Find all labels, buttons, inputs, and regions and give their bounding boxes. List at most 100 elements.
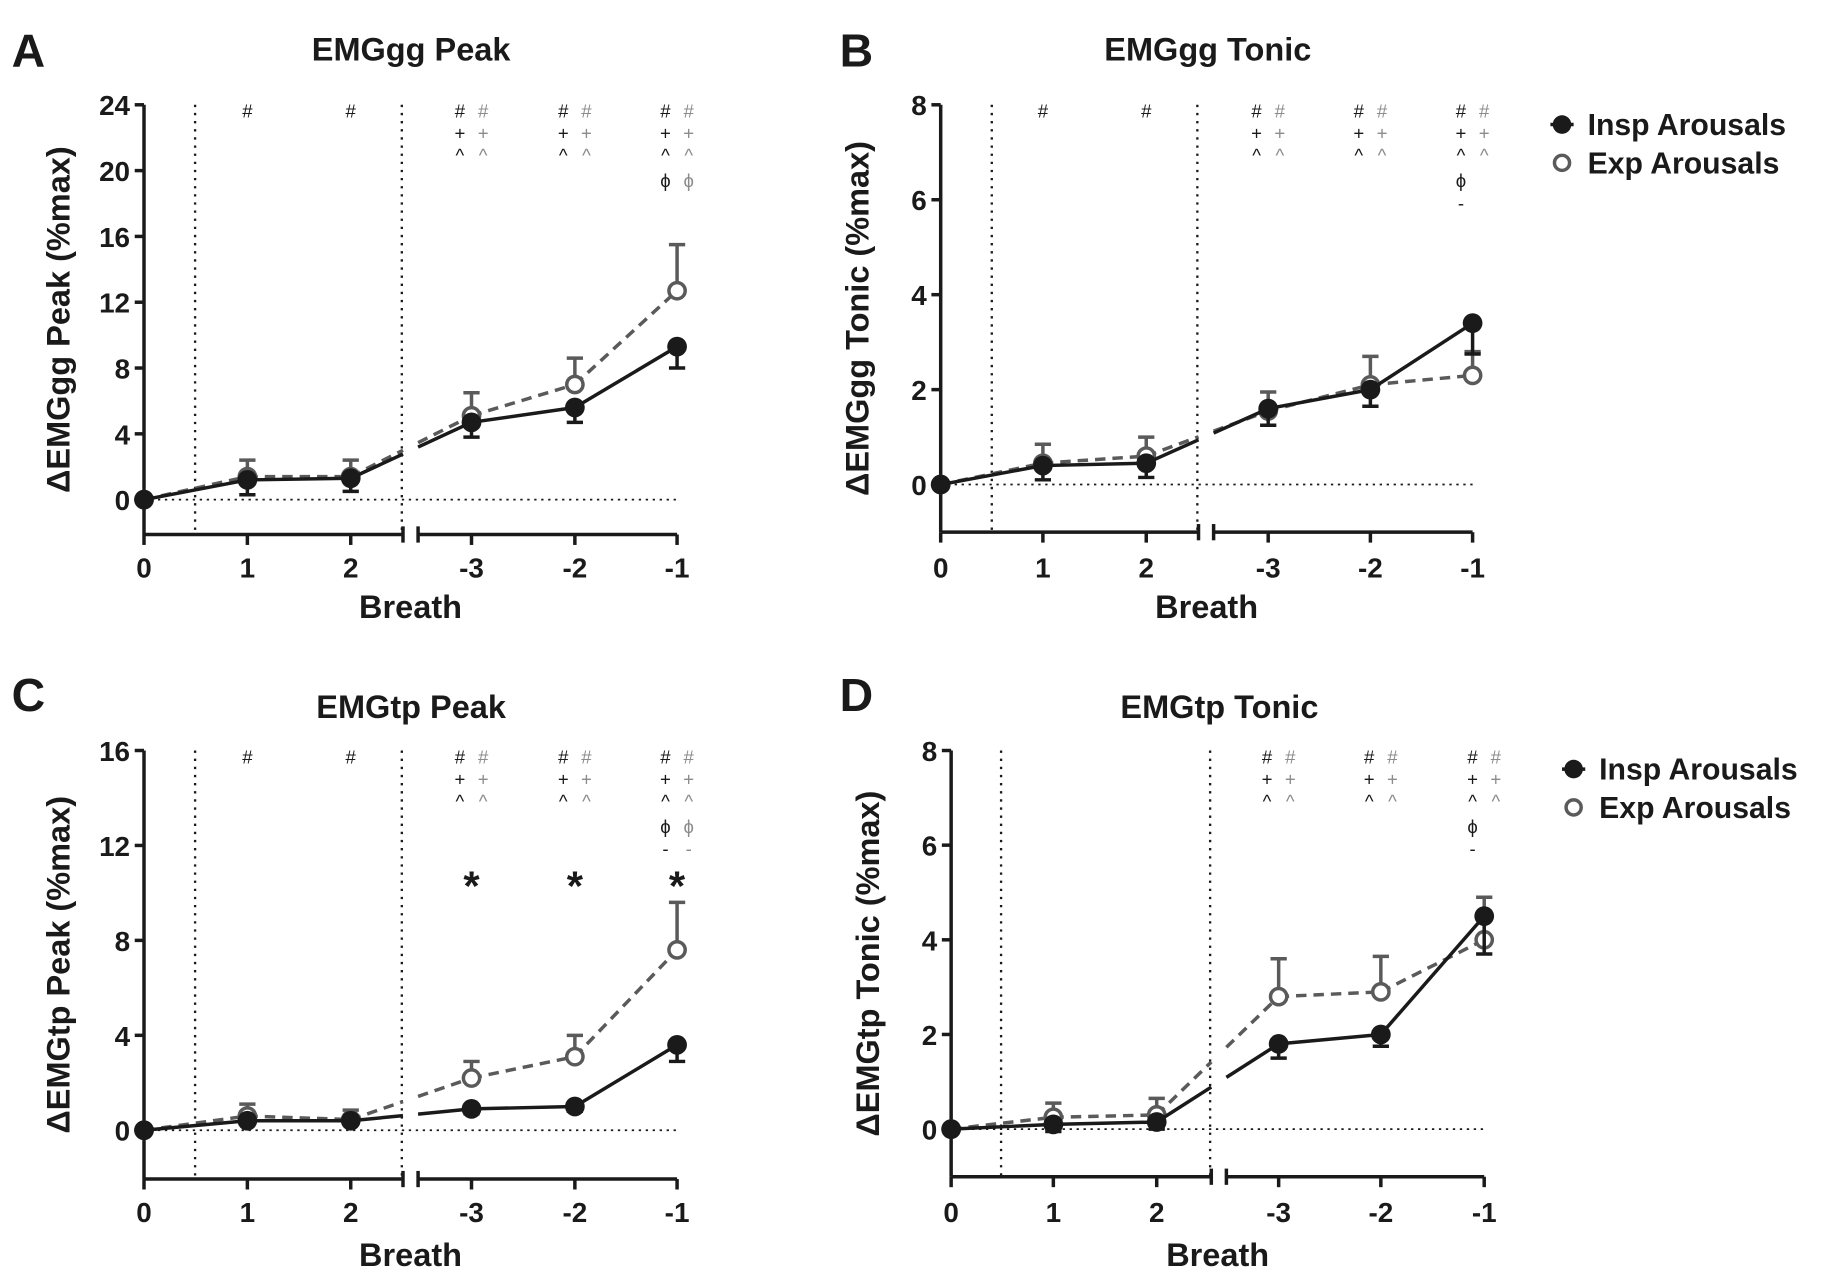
x-tick-label: -3 (1256, 552, 1281, 583)
significance-symbol-insp: # (242, 101, 253, 122)
significance-symbol-insp: # (455, 101, 466, 122)
significance-symbol-insp: # (660, 746, 671, 767)
x-tick-label: -2 (1368, 1197, 1393, 1228)
significance-symbol-exp: ^ (479, 790, 488, 811)
series-line-segment (951, 1122, 1054, 1131)
y-tick-label: 6 (911, 185, 927, 216)
significance-symbol-insp: ϕ (660, 816, 670, 837)
data-point-insp (1258, 398, 1279, 419)
significance-symbol-exp: + (683, 768, 694, 789)
series-line-segment (573, 1043, 678, 1109)
significance-symbol-exp: # (1275, 101, 1286, 122)
significance-symbol-insp: - (662, 838, 668, 859)
series-line-segment (1225, 1042, 1280, 1079)
series-line-segment (471, 382, 576, 418)
y-tick-label: 0 (911, 470, 927, 501)
significance-symbol-exp: # (684, 101, 695, 122)
significance-symbol-insp: # (660, 101, 671, 122)
x-tick-label: 1 (240, 1197, 256, 1228)
significance-symbol-insp: ^ (1354, 145, 1363, 166)
y-tick-label: 16 (99, 222, 130, 253)
data-point-insp (134, 1120, 154, 1141)
significance-symbol-exp: ^ (479, 145, 488, 166)
significance-symbol-insp: # (1141, 101, 1152, 122)
significance-symbol-exp: # (581, 101, 592, 122)
significance-symbol-exp: # (1285, 746, 1296, 767)
panel-letter: B (840, 24, 874, 76)
significance-symbol-exp: ^ (582, 145, 591, 166)
series-line-segment (1267, 387, 1371, 411)
data-point-insp (564, 397, 585, 418)
data-point-exp (1462, 365, 1483, 386)
significance-symbol-exp: + (1490, 768, 1501, 789)
series-exp-arousals (941, 895, 1495, 1139)
significance-symbol-exp: - (686, 838, 692, 859)
y-tick-label: 4 (911, 280, 927, 311)
x-axis-label: Breath (359, 589, 462, 625)
significance-symbol-exp: ϕ (683, 170, 693, 191)
data-point-insp (237, 470, 258, 490)
series-line-segment (940, 463, 1044, 487)
significance-symbol-exp: # (1387, 746, 1398, 767)
significance-symbol-insp: + (1467, 768, 1478, 789)
between-group-significance-star: * (463, 862, 480, 909)
series-line-segment (247, 476, 351, 482)
y-tick-label: 8 (115, 926, 131, 957)
significance-symbol-insp: # (1467, 746, 1478, 767)
data-point-insp (340, 468, 361, 489)
significance-symbol-exp: ^ (684, 145, 693, 166)
significance-symbol-insp: ^ (661, 790, 670, 811)
series-line-segment (573, 289, 679, 386)
series-line-segment (1278, 1032, 1382, 1046)
significance-symbol-insp: ^ (1263, 790, 1272, 811)
significance-symbol-exp: + (478, 768, 489, 789)
y-tick-label: 4 (115, 419, 131, 450)
significance-symbol-exp: # (581, 746, 592, 767)
series-line-segment (417, 414, 473, 445)
significance-symbol-insp: - (1458, 192, 1464, 213)
significance-symbol-insp: ϕ (1456, 170, 1466, 191)
series-line-segment (471, 1104, 575, 1111)
series-line-segment (471, 1054, 576, 1080)
between-group-significance-star: * (567, 862, 584, 909)
y-tick-label: 0 (115, 485, 131, 516)
significance-symbol-exp: # (1491, 746, 1502, 767)
significance-symbol-insp: # (558, 746, 569, 767)
significance-symbol-insp: ^ (1252, 145, 1261, 166)
y-tick-label: 12 (99, 288, 130, 319)
data-point-insp (237, 1110, 258, 1131)
x-tick-label: -2 (562, 1197, 587, 1228)
significance-symbol-exp: # (478, 746, 489, 767)
data-point-insp (1033, 455, 1053, 476)
legend-label-insp: Insp Arousals (1599, 754, 1798, 787)
series-exp-arousals (134, 900, 687, 1141)
series-insp-arousals (134, 1034, 687, 1141)
significance-symbol-insp: # (346, 746, 357, 767)
data-point-exp (1268, 986, 1289, 1007)
data-point-insp (1043, 1114, 1064, 1135)
panel-letter: D (840, 669, 874, 721)
significance-symbol-exp: + (683, 123, 694, 144)
x-tick-label: 0 (136, 552, 152, 583)
significance-symbol-exp: + (1377, 123, 1388, 144)
data-point-exp (667, 940, 687, 960)
data-point-insp (1136, 453, 1157, 474)
x-tick-label: 2 (343, 552, 359, 583)
data-point-insp (667, 336, 687, 357)
significance-symbol-insp: + (1262, 768, 1273, 789)
significance-symbol-insp: # (242, 746, 253, 767)
significance-symbol-exp: # (684, 746, 695, 767)
significance-symbol-insp: # (1364, 746, 1375, 767)
significance-symbol-insp: ^ (456, 145, 465, 166)
series-line-segment (1380, 938, 1485, 994)
series-exp-arousals (134, 242, 687, 510)
x-tick-label: 1 (1046, 1197, 1062, 1228)
data-point-insp (340, 1110, 361, 1131)
significance-symbol-exp: # (478, 101, 489, 122)
data-point-insp (1370, 1024, 1391, 1045)
legend: Insp Arousals Exp Arousals (1550, 109, 1786, 180)
significance-symbol-exp: + (478, 123, 489, 144)
series-insp-arousals (134, 336, 687, 510)
significance-symbol-insp: ^ (1457, 145, 1466, 166)
